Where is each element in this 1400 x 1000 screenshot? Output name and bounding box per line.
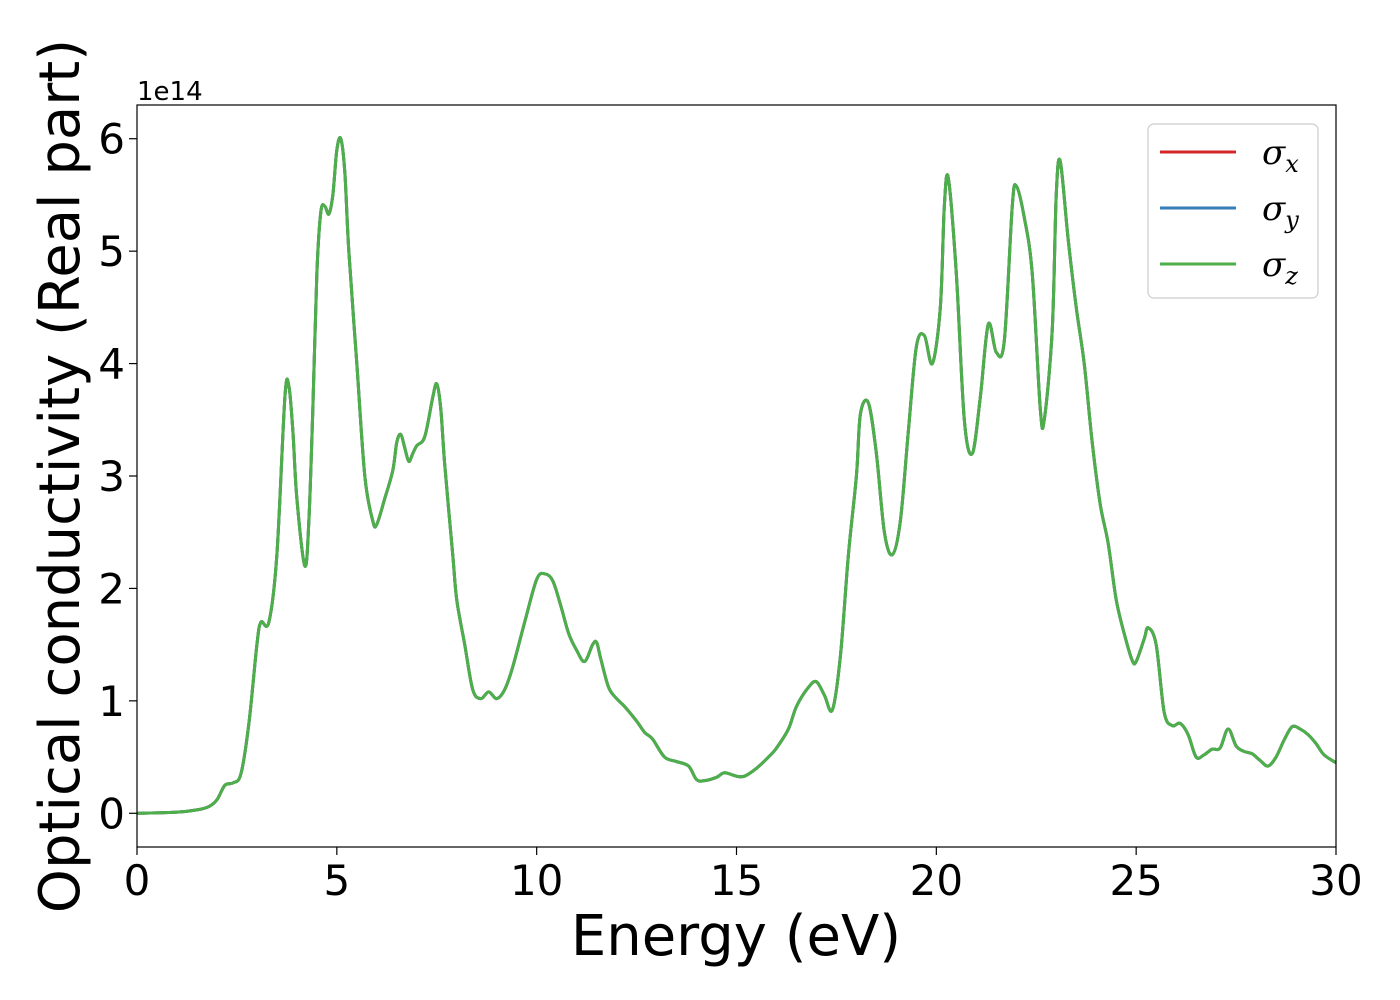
x-axis-label: Energy (eV)	[571, 904, 901, 969]
legend-label-z: σz	[1262, 245, 1298, 290]
y-tick-label: 1	[98, 677, 125, 726]
y-offset-label: 1e14	[137, 77, 203, 107]
x-tick-label: 0	[124, 856, 151, 905]
y-axis-label: Optical conductivity (Real part)	[28, 39, 93, 913]
y-tick-label: 5	[98, 227, 125, 276]
x-tick-label: 15	[710, 856, 763, 905]
series-layer	[137, 136, 1336, 815]
y-tick-label: 4	[98, 340, 125, 389]
legend: σx σy σz	[1147, 123, 1319, 299]
y-tick-label: 3	[98, 452, 125, 501]
x-axis: 0 5 10 15 20 25 30	[124, 847, 1363, 905]
y-tick-label: 0	[98, 789, 125, 838]
x-tick-label: 25	[1109, 856, 1162, 905]
series-line-z	[137, 136, 1336, 815]
x-tick-label: 5	[323, 856, 350, 905]
plot-area	[137, 105, 1336, 847]
y-tick-label: 6	[98, 115, 125, 164]
x-tick-label: 30	[1309, 856, 1362, 905]
x-tick-label: 20	[910, 856, 963, 905]
y-tick-label: 2	[98, 564, 125, 613]
y-axis: 0 1 2 3 4 5 6	[98, 115, 137, 838]
legend-label-y: σy	[1262, 189, 1299, 234]
legend-label-x: σx	[1262, 133, 1299, 178]
x-tick-label: 10	[510, 856, 563, 905]
legend-box	[1147, 123, 1319, 299]
